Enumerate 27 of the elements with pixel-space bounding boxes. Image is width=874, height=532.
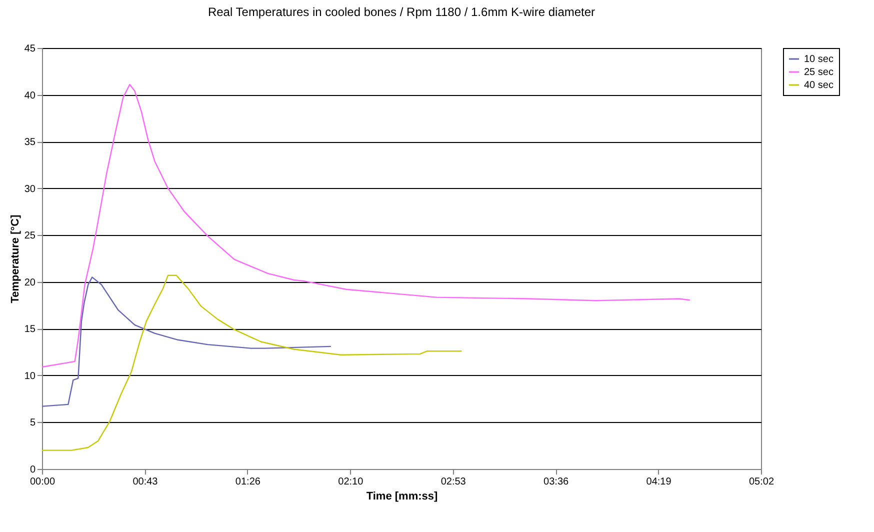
x-tick-label: 01:26: [235, 476, 261, 488]
x-tick-label: 05:02: [748, 476, 774, 488]
legend-label: 25 sec: [804, 67, 834, 78]
x-tick-label: 02:53: [440, 476, 466, 488]
x-tick-label: 03:36: [544, 476, 570, 488]
legend-label: 40 sec: [804, 80, 834, 91]
y-tick-label: 5: [30, 418, 36, 429]
x-axis-title: Time [mm:ss]: [366, 490, 438, 502]
line-series: [41, 84, 691, 368]
y-tick-label: 40: [24, 90, 36, 102]
y-tick-label: 45: [24, 44, 36, 54]
x-tick-label: 00:43: [132, 476, 158, 488]
y-tick-label: 30: [24, 184, 36, 195]
y-tick-label: 0: [30, 464, 36, 476]
chart-title: Real Temperatures in cooled bones / Rpm 1180 / 1.6mm K-wire diameter: [208, 5, 596, 19]
x-tick-label: 00:00: [30, 476, 56, 488]
x-tick-label: 04:19: [646, 476, 672, 488]
line-series: [41, 276, 332, 407]
y-tick-label: 15: [24, 324, 36, 336]
line-series: [41, 274, 462, 451]
y-axis-title: Temperature [°C]: [9, 214, 22, 304]
legend-label: 10 sec: [804, 54, 834, 65]
y-tick-label: 25: [24, 230, 36, 242]
y-tick-label: 20: [24, 277, 36, 288]
x-tick-label: 02:10: [338, 476, 364, 488]
y-tick-label: 10: [24, 370, 36, 382]
y-tick-label: 35: [24, 137, 36, 148]
